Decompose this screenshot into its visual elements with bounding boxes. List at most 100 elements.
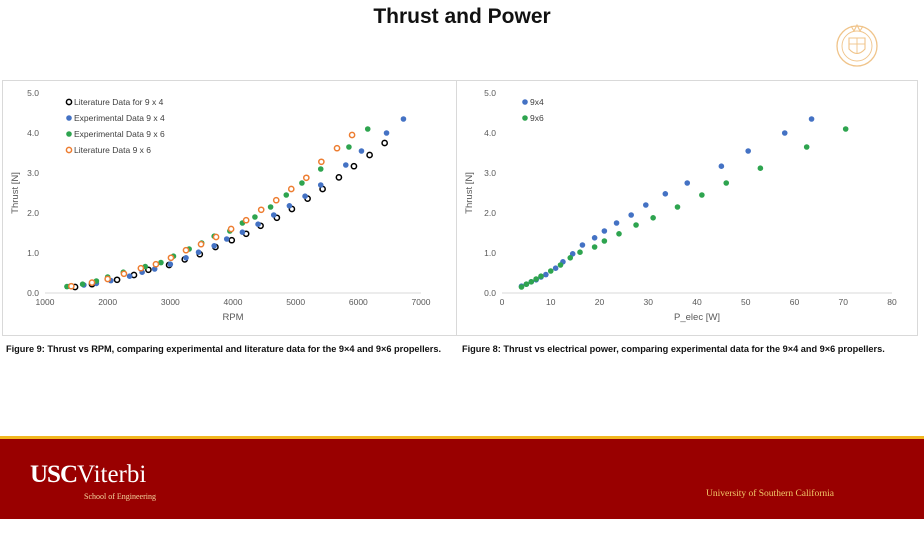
data-point bbox=[523, 281, 530, 287]
y-tick-label: 3.0 bbox=[27, 168, 39, 178]
data-point bbox=[616, 231, 622, 237]
y-tick-label: 1.0 bbox=[484, 248, 496, 258]
data-point bbox=[317, 166, 324, 172]
x-tick-label: 10 bbox=[546, 297, 556, 307]
data-point bbox=[547, 268, 554, 274]
data-point bbox=[126, 273, 133, 279]
data-point bbox=[628, 212, 634, 218]
data-point bbox=[104, 275, 112, 283]
chart-thrust-vs-rpm: 1000 2000 3000 4000 5000 6000 7000 0.0 1.0 2.0 3.0… bbox=[2, 80, 464, 336]
data-point bbox=[211, 243, 217, 249]
y-tick-label: 2.0 bbox=[27, 208, 39, 218]
data-point bbox=[543, 271, 549, 278]
data-point bbox=[272, 196, 280, 204]
data-point bbox=[538, 273, 544, 279]
data-point bbox=[350, 162, 358, 170]
series-1 bbox=[67, 116, 407, 289]
data-point bbox=[643, 202, 649, 208]
data-point bbox=[633, 222, 639, 228]
data-point bbox=[239, 229, 246, 235]
y-tick-label: 0.0 bbox=[484, 288, 496, 298]
data-point bbox=[67, 282, 75, 290]
legend-marker bbox=[66, 131, 72, 137]
x-tick-label: 1000 bbox=[36, 297, 55, 307]
data-point bbox=[577, 249, 583, 255]
data-point bbox=[88, 279, 96, 286]
data-point bbox=[591, 235, 598, 241]
data-point bbox=[723, 180, 730, 186]
data-point bbox=[567, 255, 574, 261]
x-tick-label: 2000 bbox=[98, 297, 117, 307]
y-tick-label: 3.0 bbox=[484, 168, 496, 178]
data-point bbox=[120, 270, 128, 278]
data-point bbox=[552, 265, 559, 271]
x-tick-label: 40 bbox=[692, 297, 702, 307]
x-tick-label: 50 bbox=[741, 297, 751, 307]
x-tick-label: 70 bbox=[839, 297, 849, 307]
data-point bbox=[317, 182, 324, 188]
series-1 bbox=[518, 126, 849, 290]
y-tick-label: 1.0 bbox=[27, 248, 39, 258]
chart-thrust-vs-power-plot: 0 10 20 30 40 50 60 70 80 0.0 1.0 2.0 3.0 4.0 5.0 P_ele… bbox=[464, 88, 897, 323]
data-point bbox=[283, 192, 290, 198]
data-point bbox=[358, 148, 365, 154]
data-point bbox=[601, 228, 608, 234]
data-point bbox=[151, 266, 158, 272]
university-name: University of Southern California bbox=[706, 489, 834, 499]
data-point bbox=[252, 214, 258, 220]
legend-marker bbox=[66, 115, 72, 121]
data-point bbox=[662, 191, 669, 197]
data-point bbox=[137, 264, 145, 272]
data-point bbox=[242, 216, 250, 224]
x-tick-label: 60 bbox=[790, 297, 800, 307]
data-point bbox=[267, 204, 274, 210]
data-point bbox=[183, 255, 189, 261]
legend-label: Literature Data 9 x 6 bbox=[74, 145, 151, 155]
data-point bbox=[346, 144, 352, 150]
data-point bbox=[286, 203, 293, 209]
data-point bbox=[579, 242, 586, 248]
data-point bbox=[299, 180, 305, 186]
y-tick-label: 2.0 bbox=[484, 208, 496, 218]
data-point bbox=[195, 249, 202, 255]
logo-viterbi: Viterbi bbox=[77, 461, 147, 488]
data-point bbox=[684, 180, 691, 186]
x-tick-label: 30 bbox=[644, 297, 654, 307]
data-point bbox=[699, 192, 705, 198]
data-point bbox=[167, 254, 175, 262]
x-tick-label: 0 bbox=[500, 297, 505, 307]
chart-thrust-vs-rpm-plot: 1000 2000 3000 4000 5000 6000 7000 0.0 1.0 2.0 3.0… bbox=[10, 88, 431, 323]
caption-left: Figure 9: Thrust vs RPM, comparing exper… bbox=[6, 344, 441, 354]
data-point bbox=[255, 221, 261, 227]
data-point bbox=[113, 276, 121, 284]
data-point bbox=[318, 158, 325, 166]
data-point bbox=[270, 212, 277, 218]
data-point bbox=[781, 130, 788, 136]
data-point bbox=[212, 233, 220, 241]
x-tick-label: 6000 bbox=[349, 297, 368, 307]
data-point bbox=[158, 259, 164, 266]
data-point bbox=[333, 144, 341, 152]
series-3 bbox=[67, 131, 356, 290]
data-point bbox=[348, 131, 356, 139]
y-tick-label: 0.0 bbox=[27, 288, 39, 298]
data-point bbox=[650, 215, 656, 221]
legend-label: Literature Data for 9 x 4 bbox=[74, 97, 164, 107]
x-tick-label: 80 bbox=[887, 297, 897, 307]
caption-right: Figure 8: Thrust vs electrical power, co… bbox=[462, 344, 885, 354]
data-point bbox=[302, 174, 310, 182]
x-tick-label: 20 bbox=[595, 297, 605, 307]
data-point bbox=[745, 148, 751, 154]
legend-marker bbox=[522, 99, 528, 105]
legend-marker bbox=[522, 115, 528, 121]
usc-seal-icon bbox=[836, 23, 878, 67]
data-point bbox=[182, 246, 190, 254]
legend-label: Experimental Data 9 x 6 bbox=[74, 129, 165, 139]
data-point bbox=[557, 262, 564, 268]
data-point bbox=[223, 236, 230, 242]
series-0 bbox=[518, 116, 815, 289]
data-point bbox=[381, 139, 389, 147]
x-axis-label: P_elec [W] bbox=[674, 312, 720, 323]
data-point bbox=[257, 206, 265, 214]
y-tick-label: 4.0 bbox=[27, 128, 39, 138]
